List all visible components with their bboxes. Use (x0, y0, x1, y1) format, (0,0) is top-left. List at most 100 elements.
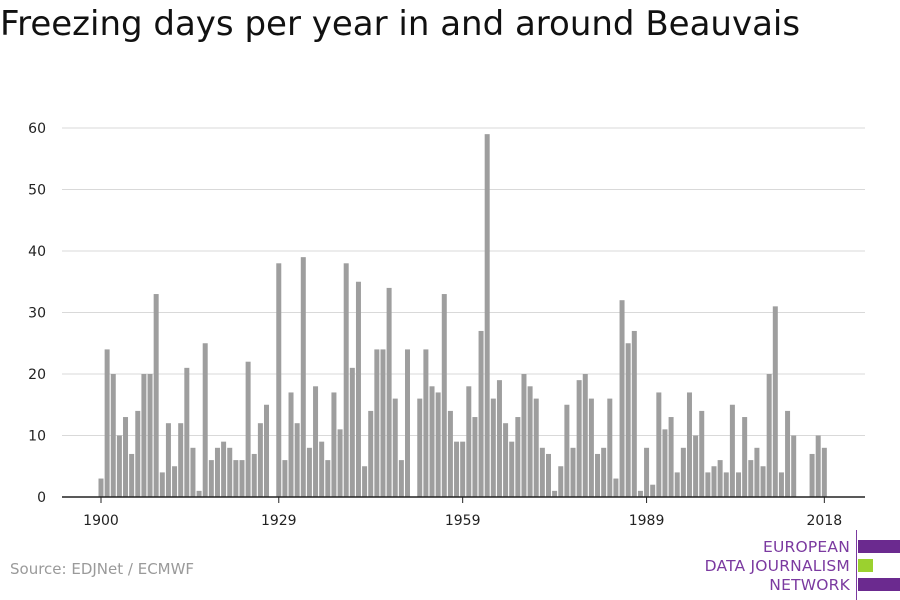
bar-1946 (380, 349, 386, 497)
logo-line-3: NETWORK (769, 576, 850, 594)
edjnet-logo: EUROPEAN DATA JOURNALISM NETWORK (700, 530, 900, 600)
bar-1940 (343, 263, 349, 497)
bar-1999 (705, 472, 711, 497)
bar-1992 (662, 429, 668, 497)
bar-1986 (625, 343, 631, 497)
axes: 0 10 20 30 40 50 60 1900 1929 1959 1989 2018 (28, 121, 865, 529)
bar-1965 (496, 380, 502, 497)
y-tick-label: 40 (28, 244, 46, 260)
bar-2004 (736, 472, 742, 497)
bar-1926 (257, 423, 263, 497)
y-tick-label: 30 (28, 306, 46, 322)
bar-1925 (251, 453, 257, 497)
bar-1987 (631, 330, 637, 497)
y-tick-label: 20 (28, 367, 46, 383)
bar-2000 (711, 466, 717, 497)
bar-1911 (165, 423, 171, 497)
bar-1907 (141, 374, 147, 497)
bar-1990 (650, 484, 656, 497)
bar-1929 (276, 263, 282, 497)
bar-1920 (221, 441, 227, 497)
logo-line-2: DATA JOURNALISM (704, 557, 850, 575)
y-tick-label: 50 (28, 183, 46, 199)
bar-1950 (405, 349, 410, 497)
bar-1981 (595, 453, 601, 497)
gridlines (62, 127, 865, 436)
bar-1934 (306, 447, 312, 497)
bar-1975 (558, 466, 564, 497)
bar-1971 (533, 398, 539, 497)
bar-2008 (760, 466, 766, 497)
bar-1963 (484, 134, 490, 497)
bar-2010 (772, 306, 778, 497)
bar-1948 (392, 398, 398, 497)
bar-1924 (245, 361, 251, 497)
bar-1959 (460, 441, 466, 497)
bar-2018 (821, 447, 827, 497)
bar-1955 (435, 392, 441, 497)
bar-1930 (282, 460, 288, 497)
bar-1973 (545, 453, 551, 497)
bar-1979 (582, 374, 588, 497)
bar-2003 (729, 404, 735, 497)
bar-1970 (527, 386, 533, 497)
bar-1995 (680, 447, 686, 497)
bar-1980 (588, 398, 594, 497)
x-tick-label: 1989 (629, 513, 665, 529)
bar-1945 (374, 349, 380, 497)
bar-1960 (466, 386, 472, 497)
bar-1918 (208, 460, 214, 497)
bar-1957 (447, 410, 453, 497)
bar-1902 (110, 374, 116, 497)
bar-1908 (147, 374, 153, 497)
bar-1901 (104, 349, 110, 497)
bar-1947 (386, 287, 392, 497)
bar-1962 (478, 330, 484, 497)
bar-1937 (325, 460, 331, 497)
bar-1967 (509, 441, 515, 497)
logo-line-1: EUROPEAN (762, 538, 850, 556)
bar-1927 (264, 404, 270, 497)
bar-1904 (123, 417, 129, 497)
bar-2011 (778, 472, 784, 497)
bar-2017 (815, 435, 821, 497)
bar-1935 (313, 386, 319, 497)
bar-1913 (178, 423, 184, 497)
bar-1905 (129, 453, 135, 497)
bar-1977 (570, 447, 576, 497)
bar-1991 (656, 392, 662, 497)
bar-2009 (766, 374, 772, 497)
bar-1917 (202, 343, 208, 497)
bar-1931 (288, 392, 294, 497)
bar-1916 (196, 490, 202, 497)
bar-1938 (331, 392, 337, 497)
bar-1974 (552, 490, 558, 497)
bar-1969 (521, 374, 527, 497)
bar-1952 (417, 398, 423, 497)
bar-1954 (429, 386, 435, 497)
x-tick-label: 2018 (807, 513, 843, 529)
bar-1968 (515, 417, 521, 497)
y-tick-label: 0 (37, 490, 46, 506)
bar-1988 (637, 490, 643, 497)
bar-1933 (300, 257, 306, 497)
bar-1903 (116, 435, 122, 497)
chart-title: Freezing days per year in and around Bea… (0, 4, 801, 44)
bar-1923 (239, 460, 245, 497)
bar-1941 (349, 367, 355, 497)
bar-1939 (337, 429, 343, 497)
bar-1989 (644, 447, 650, 497)
bar-1906 (135, 410, 141, 497)
bar-1997 (693, 435, 699, 497)
bar-1900 (98, 478, 104, 497)
bar-1943 (362, 466, 368, 497)
bar-2016 (809, 453, 815, 497)
bar-1978 (576, 380, 582, 497)
bar-1912 (172, 466, 178, 497)
bar-1956 (441, 294, 447, 497)
logo-bar-middle (858, 559, 873, 572)
bar-1982 (601, 447, 607, 497)
bar-1976 (564, 404, 570, 497)
bar-1942 (355, 281, 361, 497)
